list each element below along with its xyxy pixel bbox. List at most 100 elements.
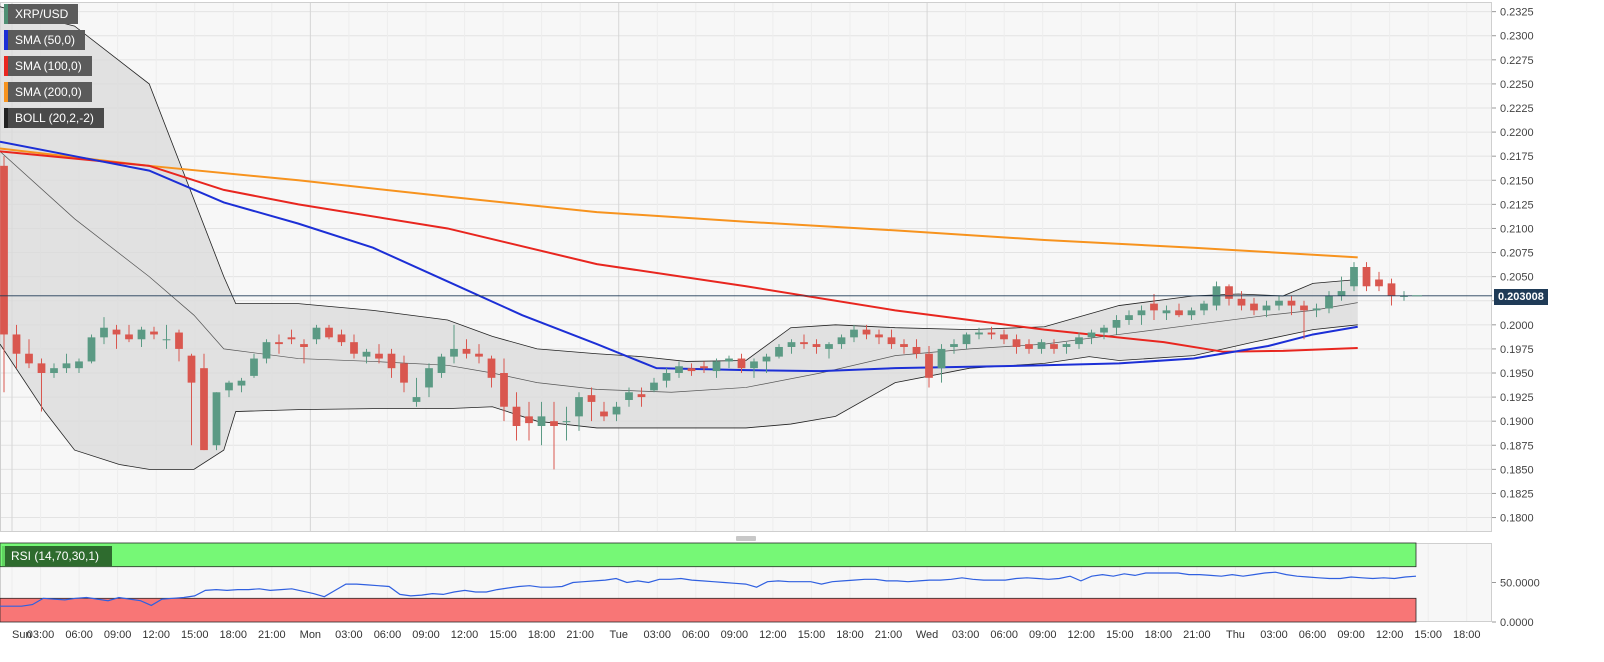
- candle-body: [1362, 267, 1371, 287]
- chart-legend: XRP/USD SMA (50,0) SMA (100,0) SMA (200,…: [4, 4, 104, 134]
- candle-body: [712, 361, 721, 372]
- candle-body: [50, 368, 58, 373]
- price-tick-label: 0.2200: [1500, 127, 1534, 139]
- candle-body: [1250, 303, 1258, 311]
- candle-body: [1237, 298, 1246, 306]
- candle: [887, 329, 896, 349]
- candle: [1225, 284, 1233, 306]
- price-tick-label: 0.2125: [1500, 199, 1534, 211]
- candle-body: [237, 380, 246, 386]
- candle: [37, 358, 46, 412]
- candle: [712, 358, 721, 378]
- candle-body: [912, 346, 921, 354]
- candle-body: [1325, 295, 1333, 309]
- candle: [362, 348, 371, 364]
- price-tick-label: 0.2300: [1500, 31, 1534, 43]
- candle: [612, 401, 621, 422]
- legend-label-sma100: SMA (100,0): [15, 59, 82, 73]
- candle-body: [400, 363, 408, 383]
- candle-body: [500, 373, 508, 407]
- candle-body: [862, 329, 871, 335]
- candle: [1075, 332, 1083, 349]
- candle: [850, 324, 858, 343]
- candle-body: [162, 339, 171, 341]
- candle: [350, 334, 358, 359]
- candle-body: [750, 361, 758, 369]
- candle-body: [1187, 310, 1196, 316]
- time-tick-label: 12:00: [451, 629, 479, 641]
- legend-sma200[interactable]: SMA (200,0): [4, 82, 92, 102]
- candle-body: [1162, 310, 1171, 314]
- candle: [87, 334, 96, 364]
- candle: [1012, 334, 1021, 354]
- candle: [812, 339, 821, 354]
- candle-body: [762, 356, 771, 362]
- candle-body: [825, 344, 833, 349]
- candle: [1025, 339, 1033, 354]
- candle-body: [37, 363, 46, 373]
- candle-body: [675, 366, 683, 373]
- candle: [437, 353, 446, 378]
- candle: [1200, 300, 1208, 316]
- legend-sma100[interactable]: SMA (100,0): [4, 56, 92, 76]
- candle-body: [662, 373, 671, 381]
- candle: [487, 355, 496, 388]
- candle-body: [1300, 305, 1308, 311]
- candle: [775, 344, 783, 359]
- candle: [650, 377, 658, 393]
- candle-body: [1337, 291, 1346, 296]
- candle-body: [100, 327, 108, 338]
- rsi-line: [0, 571, 1417, 607]
- candle-body: [87, 337, 96, 362]
- candle: [662, 368, 671, 388]
- candle: [787, 339, 796, 354]
- price-tick-label: 0.1900: [1500, 416, 1534, 428]
- legend-swatch-sma100: [4, 56, 8, 76]
- legend-label-xrpusd: XRP/USD: [15, 7, 69, 21]
- candle: [275, 334, 283, 354]
- time-tick-label: 12:00: [142, 629, 170, 641]
- candle: [550, 401, 558, 470]
- time-tick-label: 06:00: [990, 629, 1018, 641]
- time-tick-label: 03:00: [27, 629, 55, 641]
- candle: [1175, 303, 1183, 318]
- legend-boll[interactable]: BOLL (20,2,-2): [4, 108, 104, 128]
- candle-body: [937, 348, 946, 369]
- legend-xrpusd[interactable]: XRP/USD: [4, 4, 79, 24]
- time-tick-label: 15:00: [798, 629, 826, 641]
- legend-swatch-boll: [4, 108, 8, 128]
- candle-body: [212, 392, 221, 446]
- price-tick-label: 0.2225: [1500, 103, 1534, 115]
- candle: [575, 392, 583, 431]
- candle: [175, 329, 183, 362]
- candle-body: [837, 337, 846, 345]
- rsi-legend[interactable]: RSI (14,70,30,1): [2, 546, 112, 566]
- candle: [962, 332, 971, 349]
- candle-body: [625, 392, 633, 400]
- time-tick-label: 03:00: [644, 629, 672, 641]
- candle-body: [275, 342, 283, 345]
- rsi-overbought-zone: [0, 542, 1417, 568]
- candle: [762, 353, 771, 373]
- time-tick-label: Thu: [1226, 629, 1245, 641]
- candle: [800, 334, 808, 349]
- rsi-legend-swatch: [2, 546, 5, 566]
- candle-body: [800, 342, 808, 345]
- candle: [50, 363, 58, 378]
- candle-body: [1175, 310, 1183, 316]
- time-tick-label: 03:00: [1260, 629, 1288, 641]
- candle-body: [225, 382, 233, 391]
- candle-body: [250, 358, 258, 376]
- candle-body: [1225, 286, 1233, 299]
- candle: [400, 355, 408, 393]
- candle: [1112, 315, 1121, 335]
- pane-resize-handle: [736, 536, 756, 541]
- candle-body: [62, 363, 71, 369]
- candle-body: [637, 394, 646, 398]
- price-tick-label: 0.1850: [1500, 464, 1534, 476]
- legend-sma50[interactable]: SMA (50,0): [4, 30, 86, 50]
- candle-body: [1012, 339, 1021, 347]
- rsi-legend-label: RSI (14,70,30,1): [11, 549, 100, 563]
- bollinger-lower-line: [0, 324, 1358, 470]
